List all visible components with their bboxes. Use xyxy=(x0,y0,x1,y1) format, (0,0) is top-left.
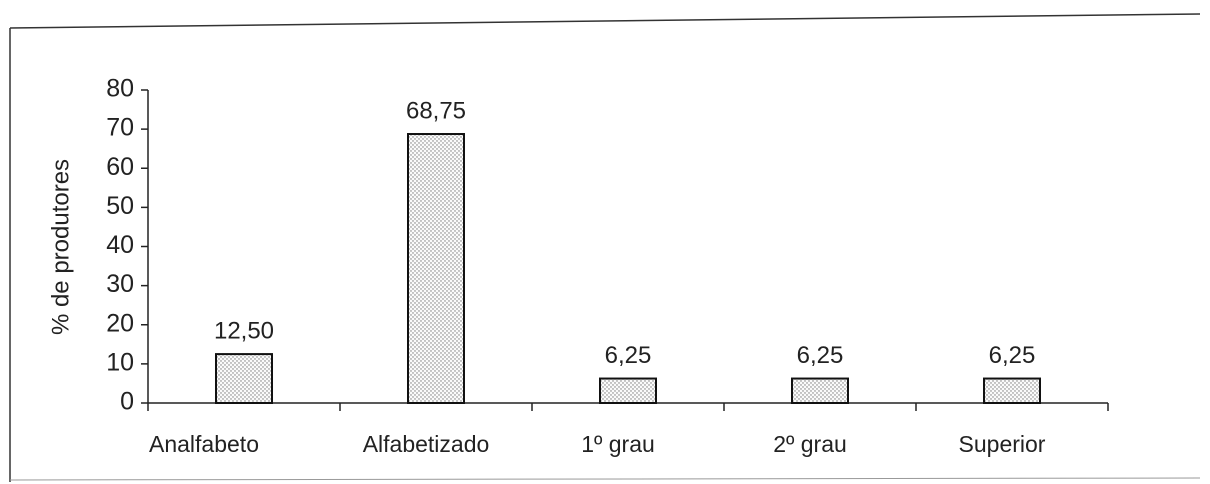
bar xyxy=(599,377,657,404)
x-tick-label: Analfabeto xyxy=(149,431,259,457)
bar xyxy=(407,133,465,404)
y-axis-title: % de produtores xyxy=(47,159,74,335)
y-tick-label: 0 xyxy=(120,388,134,416)
frame-bottom xyxy=(9,477,1201,481)
y-tick-label: 60 xyxy=(106,153,134,181)
value-label: 6,25 xyxy=(605,342,652,369)
bar xyxy=(983,377,1041,404)
bar xyxy=(215,353,273,404)
frame-top xyxy=(9,13,1201,29)
value-label: 68,75 xyxy=(406,97,466,124)
x-tick-label: 1º grau xyxy=(581,431,655,457)
value-label: 12,50 xyxy=(214,317,274,344)
y-tick-label: 40 xyxy=(106,231,134,259)
y-tick-label: 80 xyxy=(106,75,134,103)
x-tick-label: Superior xyxy=(959,431,1046,457)
x-tick-label: 2º grau xyxy=(773,431,847,457)
value-label: 6,25 xyxy=(797,342,844,369)
bar xyxy=(791,377,849,404)
y-tick-label: 10 xyxy=(106,348,134,376)
x-tick-label: Alfabetizado xyxy=(363,431,490,457)
y-tick-label: 70 xyxy=(106,114,134,142)
y-tick-label: 50 xyxy=(106,192,134,220)
y-tick-label: 20 xyxy=(106,309,134,337)
y-tick-label: 30 xyxy=(106,270,134,298)
value-label: 6,25 xyxy=(989,342,1036,369)
